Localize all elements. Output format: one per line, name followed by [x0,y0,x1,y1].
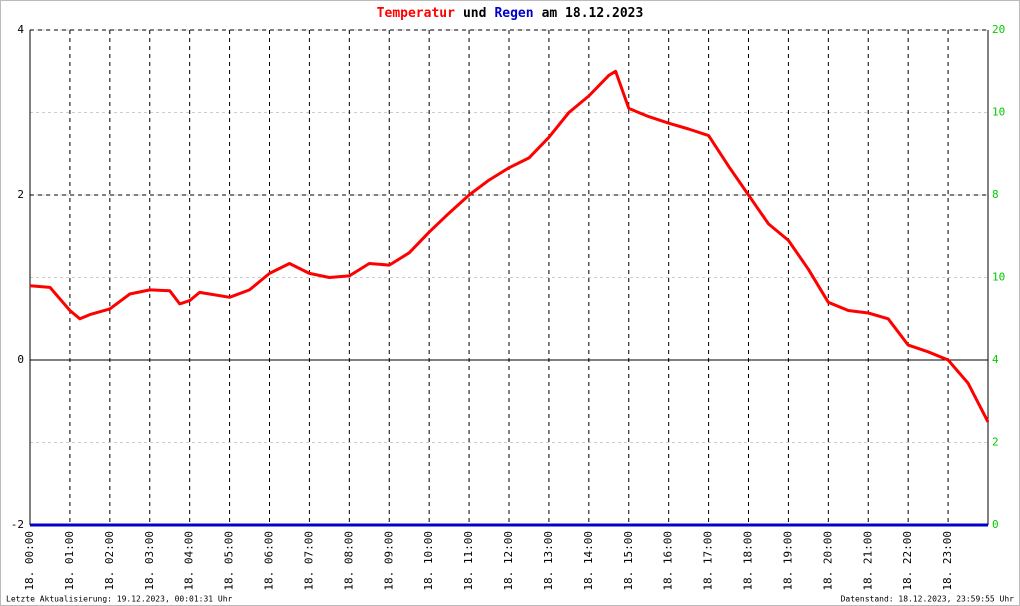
x-tick-label: 18. 17:00 [702,531,715,591]
title-rain: Regen [494,6,533,21]
y2-tick-label: 4 [992,353,999,366]
x-tick-label: 18. 06:00 [263,531,276,591]
y-tick-label: 4 [17,23,24,36]
footer-right: Datenstand: 18.12.2023, 23:59:55 Uhr [841,595,1015,604]
x-tick-label: 18. 00:00 [23,531,36,591]
x-tick-label: 18. 05:00 [223,531,236,591]
x-tick-label: 18. 21:00 [861,531,874,591]
title-temp: Temperatur [377,6,455,21]
y2-tick-label: 10 [992,106,1005,119]
y-tick-label: 0 [17,353,24,366]
temperature-line [29,69,990,423]
title-date: am 18.12.2023 [542,6,644,21]
x-tick-label: 18. 23:00 [941,531,954,591]
x-tick-label: 18. 12:00 [502,531,515,591]
x-tick-label: 18. 09:00 [382,531,395,591]
x-tick-label: 18. 03:00 [143,531,156,591]
y2-tick-label: 20 [992,23,1005,36]
y2-tick-label: 8 [992,188,999,201]
x-tick-label: 18. 11:00 [462,531,475,591]
x-tick-label: 18. 10:00 [422,531,435,591]
title-connector: und [463,6,486,21]
x-tick-label: 18. 19:00 [781,531,794,591]
y2-tick-label: 10 [992,271,1005,284]
x-tick-label: 18. 01:00 [63,531,76,591]
x-tick-label: 18. 04:00 [183,531,196,591]
x-tick-label: 18. 15:00 [622,531,635,591]
footer-left: Letzte Aktualisierung: 19.12.2023, 00:01… [6,595,233,604]
x-tick-label: 18. 02:00 [103,531,116,591]
x-tick-label: 18. 22:00 [901,531,914,591]
x-tick-label: 18. 07:00 [302,531,315,591]
y-tick-label: -2 [11,518,24,531]
x-tick-label: 18. 08:00 [342,531,355,591]
chart-title: Temperatur und Regen am 18.12.2023 [377,6,644,21]
x-tick-label: 18. 13:00 [542,531,555,591]
y2-tick-label: 2 [992,436,999,449]
x-tick-label: 18. 20:00 [821,531,834,591]
x-tick-label: 18. 14:00 [582,531,595,591]
y2-tick-label: 0 [992,518,999,531]
x-tick-label: 18. 18:00 [742,531,755,591]
x-tick-label: 18. 16:00 [662,531,675,591]
y-tick-label: 2 [17,188,24,201]
